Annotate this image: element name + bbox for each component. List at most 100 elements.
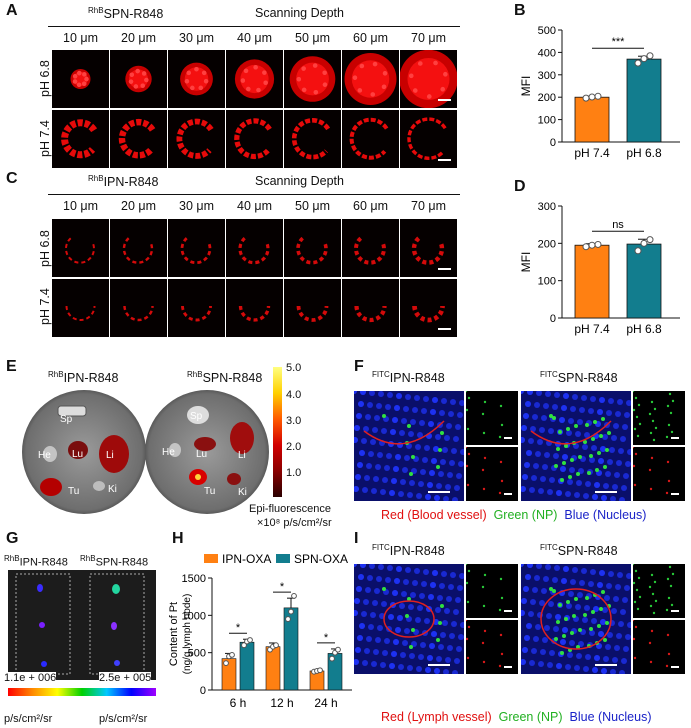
micrograph-r1-c6 bbox=[342, 219, 399, 277]
micrograph-r2-c3 bbox=[168, 279, 225, 337]
micrograph-r1-c1 bbox=[52, 50, 109, 108]
colorbar-tick-3: 3.0 bbox=[286, 415, 302, 427]
panel-a-row-label-2: pH 7.4 bbox=[38, 120, 52, 157]
x-tick-label: pH 7.4 bbox=[574, 146, 610, 160]
organ-label-ki-right: Ki bbox=[238, 487, 247, 498]
panel-h-label: H bbox=[172, 530, 184, 547]
depth-label-7: 70 μm bbox=[411, 199, 446, 213]
panel-g-unit-right: p/s/cm²/sr bbox=[99, 713, 148, 725]
panel-g-min-value: 1.1e + 006 bbox=[4, 672, 57, 684]
y-tick-label: 0 bbox=[550, 313, 556, 325]
organ-he-right bbox=[169, 443, 181, 457]
tissue-main-2 bbox=[521, 391, 631, 501]
x-tick-label: 6 h bbox=[230, 696, 247, 710]
bar-pH74 bbox=[574, 244, 610, 319]
node-spn-1 bbox=[112, 584, 120, 594]
legend-swatch-spn-oxa bbox=[276, 554, 290, 563]
micrograph-r1-c3 bbox=[168, 219, 225, 277]
y-tick-label: 300 bbox=[538, 70, 556, 82]
data-point bbox=[317, 667, 323, 674]
scale-bar bbox=[428, 664, 450, 666]
legend-label-ipn-oxa: IPN-OXA bbox=[222, 552, 271, 566]
bar-pH74 bbox=[574, 96, 610, 143]
x-tick-label: pH 6.8 bbox=[626, 322, 662, 336]
y-tick-label: 100 bbox=[538, 276, 556, 288]
scale-bar bbox=[671, 610, 679, 612]
depth-label-4: 40 μm bbox=[237, 31, 272, 45]
significance-label: * bbox=[236, 622, 241, 634]
organ-li-left bbox=[99, 435, 129, 473]
node-spn-3 bbox=[114, 660, 120, 666]
depth-label-3: 30 μm bbox=[179, 31, 214, 45]
scale-bar bbox=[438, 328, 451, 330]
scale-bar bbox=[671, 437, 679, 439]
panel-g-colorbar bbox=[8, 688, 156, 696]
x-tick-label: pH 6.8 bbox=[626, 146, 662, 160]
organ-ki-left bbox=[93, 481, 105, 491]
depth-label-7: 70 μm bbox=[411, 31, 446, 45]
legend-label-spn-oxa: SPN-OXA bbox=[294, 552, 348, 566]
micrograph-r1-c3 bbox=[168, 50, 225, 108]
tissue-channel-red-1 bbox=[466, 620, 518, 674]
tissue-channel-green-1 bbox=[466, 391, 518, 445]
scale-bar bbox=[595, 664, 617, 666]
micrograph-r2-c5 bbox=[284, 110, 341, 168]
depth-label-1: 10 μm bbox=[63, 31, 98, 45]
organ-he-left bbox=[43, 446, 57, 462]
y-tick-label: 0 bbox=[550, 137, 556, 149]
organ-label-lu-right: Lu bbox=[196, 449, 207, 460]
organ-label-li-right: Li bbox=[238, 450, 246, 461]
micrograph-r2-c6 bbox=[342, 110, 399, 168]
panel-c-divider bbox=[48, 194, 460, 195]
micrograph-r1-c6 bbox=[342, 50, 399, 108]
panel-e-label-ipn: RhBIPN-R848 bbox=[48, 370, 119, 386]
tissue-main-1 bbox=[354, 564, 464, 674]
organ-label-tu-left: Tu bbox=[68, 486, 79, 497]
data-point bbox=[594, 240, 602, 248]
colorbar-tick-1: 1.0 bbox=[286, 467, 302, 479]
panel-a-title: RhBSPN-R848 bbox=[88, 6, 164, 22]
colorbar-unit: ×10⁸ p/s/cm²/sr bbox=[257, 517, 332, 529]
micrograph-r1-c5 bbox=[284, 219, 341, 277]
organ-sp-right bbox=[187, 406, 209, 424]
data-point bbox=[646, 52, 654, 60]
data-point bbox=[291, 593, 297, 599]
scale-bar bbox=[671, 666, 679, 668]
significance-label: * bbox=[324, 632, 329, 644]
x-tick-label: 12 h bbox=[270, 696, 293, 710]
micrograph-r1-c1 bbox=[52, 219, 109, 277]
micrograph-r1-c7 bbox=[400, 50, 457, 108]
panel-f-label: F bbox=[354, 358, 364, 375]
scale-bar bbox=[595, 491, 617, 493]
panel-b-label: B bbox=[514, 2, 526, 19]
organ-ki-right bbox=[227, 473, 241, 485]
node-ipn-1 bbox=[37, 584, 43, 592]
depth-label-5: 50 μm bbox=[295, 31, 330, 45]
panel-a-scan-label: Scanning Depth bbox=[255, 6, 344, 20]
x-tick-label: pH 7.4 bbox=[574, 322, 610, 336]
panel-d-label: D bbox=[514, 178, 526, 195]
colorbar-tick-4: 4.0 bbox=[286, 389, 302, 401]
y-axis-label-unit: (ng/g lymph node) bbox=[182, 594, 193, 675]
legend-red-lymph-vessel: Red (Lymph vessel) bbox=[381, 710, 492, 724]
panel-f-label-spn: FITCSPN-R848 bbox=[540, 370, 618, 386]
micrograph-r2-c3 bbox=[168, 110, 225, 168]
panel-h-chart: 0 500 1000 1500 Content of Pt (ng/g lymph nod… bbox=[168, 552, 352, 710]
organ-label-he-left: He bbox=[38, 450, 51, 461]
organ-lu-left bbox=[68, 441, 88, 459]
micrograph-r1-c2 bbox=[110, 50, 167, 108]
data-point bbox=[646, 236, 654, 244]
organ-tu-left bbox=[40, 478, 62, 496]
data-point bbox=[594, 92, 602, 100]
scale-bar bbox=[438, 268, 451, 270]
organ-label-ki-left: Ki bbox=[108, 484, 117, 495]
panel-a-label: A bbox=[6, 2, 18, 19]
legend-swatch-ipn-oxa bbox=[204, 554, 218, 563]
depth-label-6: 60 μm bbox=[353, 199, 388, 213]
micrograph-r2-c7 bbox=[400, 279, 457, 337]
panel-g-label-ipn: RhBIPN-R848 bbox=[4, 554, 68, 569]
legend-green-np: Green (NP) bbox=[493, 508, 558, 522]
data-point bbox=[285, 616, 291, 622]
y-axis-label: Content of Pt bbox=[168, 602, 180, 666]
data-point bbox=[335, 646, 341, 653]
